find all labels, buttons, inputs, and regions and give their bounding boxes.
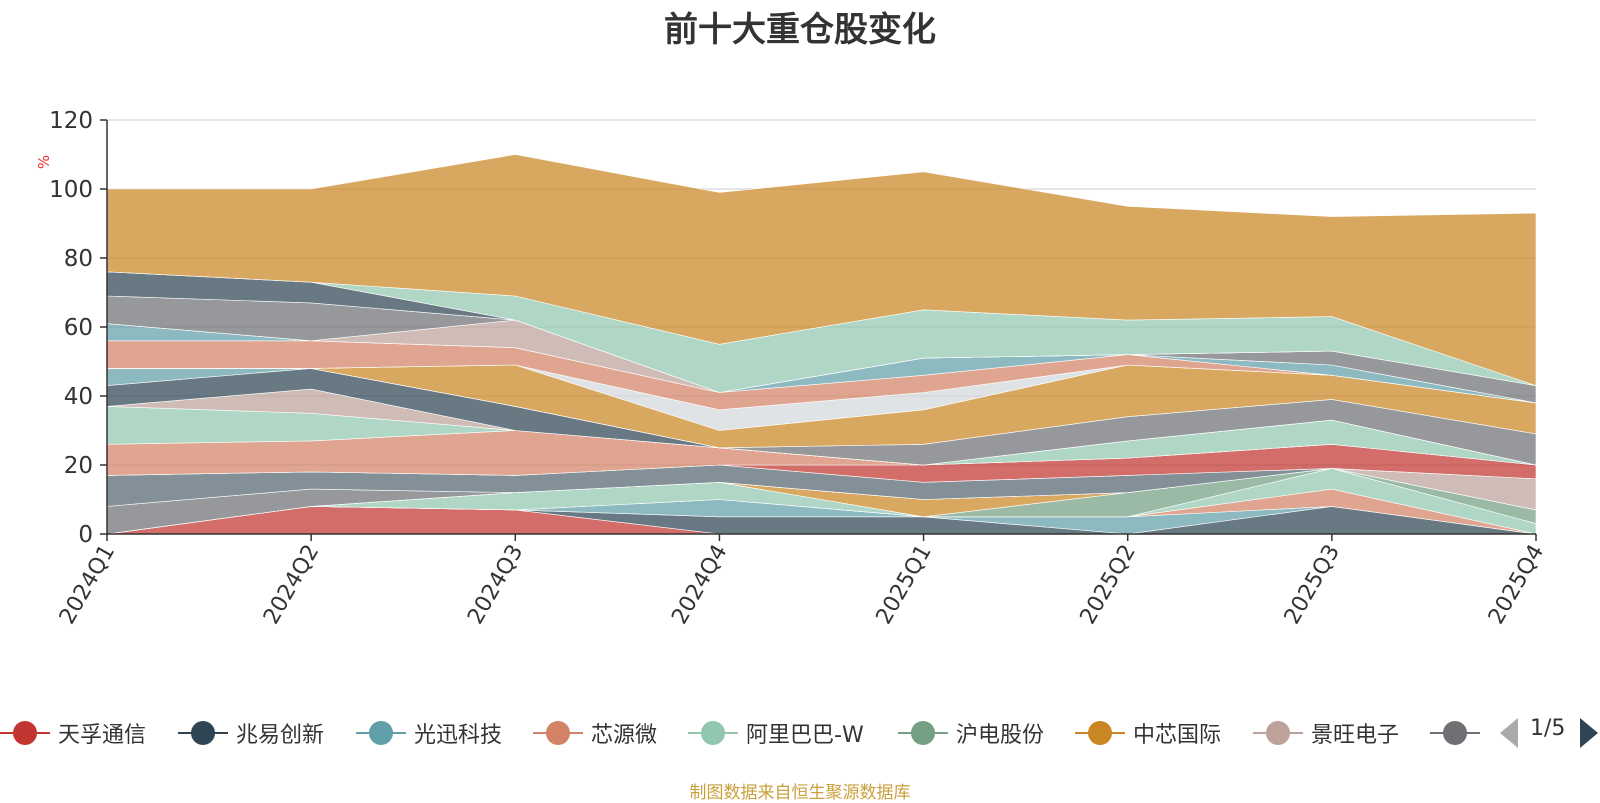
y-tick-label: 80 — [64, 246, 93, 272]
legend-label: 光迅科技 — [414, 723, 503, 748]
x-tick-label: 2024Q1 — [55, 541, 120, 629]
legend-marker-icon — [1430, 720, 1480, 746]
x-tick-label: 2024Q2 — [259, 541, 324, 629]
legend-label: 中芯国际 — [1133, 723, 1222, 748]
legend-marker-icon — [0, 720, 50, 746]
legend-marker-icon — [898, 720, 948, 746]
legend-item[interactable]: 沪电股份 — [898, 716, 1044, 750]
x-tick-label: 2025Q4 — [1484, 541, 1549, 629]
legend-label: 阿里巴巴-W — [746, 723, 864, 748]
y-tick-label: 0 — [78, 522, 93, 548]
x-tick-label: 2024Q4 — [667, 541, 732, 629]
y-tick-label: 20 — [64, 453, 93, 479]
legend-item[interactable]: 景旺电子 — [1253, 716, 1399, 750]
legend-label: 芯源微 — [591, 723, 658, 748]
legend-item[interactable]: 兆易创新 — [178, 716, 324, 750]
legend-label: 沪电股份 — [956, 723, 1045, 748]
legend-marker-icon — [1253, 720, 1303, 746]
legend-item[interactable]: 芯源微 — [533, 716, 657, 750]
y-tick-label: 100 — [49, 177, 93, 203]
area-series-25 — [106, 154, 1537, 387]
legend-item[interactable]: 阿里巴巴-W — [688, 716, 864, 750]
legend-marker-icon — [533, 720, 583, 746]
legend-marker-icon — [178, 720, 228, 746]
source-note: 制图数据来自恒生聚源数据库 — [689, 783, 911, 803]
legend-prev-page-icon[interactable] — [1500, 718, 1518, 748]
legend-marker-icon — [356, 720, 406, 746]
y-tick-label: 60 — [64, 315, 93, 341]
legend-marker-icon — [688, 720, 738, 746]
x-tick-label: 2025Q1 — [871, 541, 936, 629]
legend-page-indicator: 1/5 — [1530, 716, 1566, 741]
y-axis-label: % — [35, 155, 53, 169]
legend-label: 兆易创新 — [236, 723, 325, 748]
legend-label: 天孚通信 — [58, 723, 147, 748]
y-tick-label: 120 — [49, 108, 93, 134]
legend-next-page-icon[interactable] — [1580, 718, 1598, 748]
legend-label: 景旺电子 — [1311, 723, 1400, 748]
x-tick-label: 2025Q3 — [1280, 541, 1345, 629]
legend-item[interactable]: 中芯国际 — [1075, 716, 1221, 750]
legend-item[interactable] — [1430, 716, 1488, 750]
legend-item[interactable]: 天孚通信 — [0, 716, 146, 750]
chart-title: 前十大重仓股变化 — [664, 10, 936, 50]
legend-marker-icon — [1075, 720, 1125, 746]
x-tick-label: 2024Q3 — [463, 541, 528, 629]
x-tick-label: 2025Q2 — [1076, 541, 1141, 629]
legend-item[interactable]: 光迅科技 — [356, 716, 502, 750]
legend: 1/5 天孚通信 兆易创新 光迅科技 芯源微 阿里巴巴-W 沪电股份 中芯国际 景旺电子 — [0, 716, 1600, 750]
y-tick-label: 40 — [64, 384, 93, 410]
